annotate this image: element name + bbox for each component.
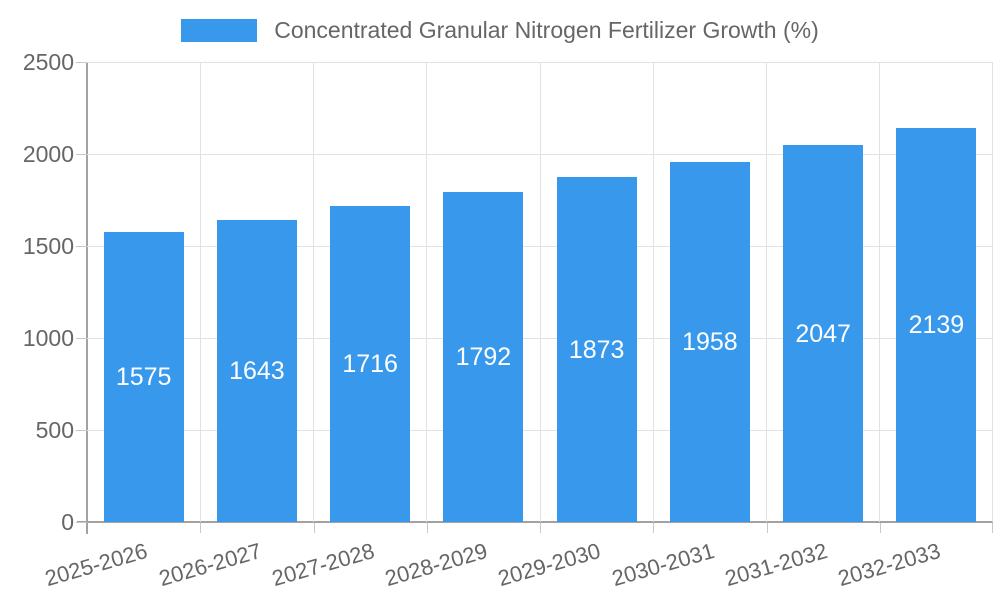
y-axis-tick-label: 2500 <box>22 49 74 75</box>
legend: Concentrated Granular Nitrogen Fertilize… <box>0 17 1000 44</box>
x-axis-tick-label: 2032-2033 <box>835 538 944 592</box>
legend-swatch[interactable] <box>181 19 258 42</box>
plot-area: 1575 1643 1716 1792 1873 1958 2047 2139 <box>87 61 993 522</box>
x-axis-tick-label: 2027-2028 <box>268 538 378 592</box>
x-axis-tick-label: 2026-2027 <box>155 538 264 592</box>
x-axis-tick-label: 2028-2029 <box>382 538 491 592</box>
y-axis-tick <box>76 522 87 523</box>
y-axis-tick <box>76 62 87 63</box>
x-axis-tick <box>653 523 655 533</box>
bar-value-label: 1958 <box>682 327 738 356</box>
x-axis-tick-label: 2030-2031 <box>608 538 717 592</box>
legend-label[interactable]: Concentrated Granular Nitrogen Fertilize… <box>274 17 819 43</box>
bar-value-label: 2139 <box>908 311 965 340</box>
bar-value-label: 1643 <box>229 356 285 385</box>
bar: 1873 <box>556 177 637 522</box>
y-axis-tick <box>76 246 87 247</box>
y-axis-tick-label: 1500 <box>22 233 74 259</box>
y-axis-tick-label: 500 <box>35 417 74 443</box>
gridline-vertical <box>199 62 201 522</box>
gridline-vertical <box>539 62 541 522</box>
bar: 1643 <box>216 219 297 522</box>
x-axis-tick <box>200 523 202 533</box>
x-axis-tick <box>879 523 881 533</box>
gridline-vertical <box>426 62 428 522</box>
bar: 1792 <box>443 192 524 522</box>
bar-value-label: 1716 <box>342 350 398 379</box>
y-axis-line <box>86 62 88 534</box>
bar: 2047 <box>783 145 864 522</box>
x-axis-tick-label: 2031-2032 <box>721 538 831 592</box>
bar-value-label: 2047 <box>795 319 851 348</box>
x-axis-tick-label: 2029-2030 <box>495 538 604 592</box>
gridline-vertical <box>652 62 654 522</box>
y-axis-tick <box>76 338 87 339</box>
bar: 2139 <box>896 128 977 522</box>
bar-value-label: 1873 <box>568 335 625 364</box>
bar: 1575 <box>103 232 184 522</box>
bar: 1958 <box>669 161 750 522</box>
bar-value-label: 1792 <box>455 343 512 372</box>
x-axis-tick <box>540 523 541 533</box>
x-axis-tick <box>766 523 768 533</box>
bar: 1716 <box>330 206 411 522</box>
y-axis-tick <box>76 154 87 155</box>
gridline-vertical <box>313 62 314 522</box>
y-axis-tick-label: 0 <box>61 509 74 535</box>
gridline-vertical <box>991 62 993 522</box>
bar-value-label: 1575 <box>115 363 172 392</box>
y-axis-tick-label: 1000 <box>22 325 74 351</box>
x-axis-tick-label: 2025-2026 <box>42 538 151 592</box>
x-axis-line <box>77 521 993 523</box>
gridline-vertical <box>879 62 881 522</box>
gridline-vertical <box>766 62 767 522</box>
y-axis-tick <box>76 430 87 431</box>
y-axis-tick-label: 2000 <box>22 141 74 167</box>
x-axis-tick <box>992 523 993 533</box>
x-axis-tick <box>426 523 428 533</box>
x-axis-tick <box>313 523 315 533</box>
